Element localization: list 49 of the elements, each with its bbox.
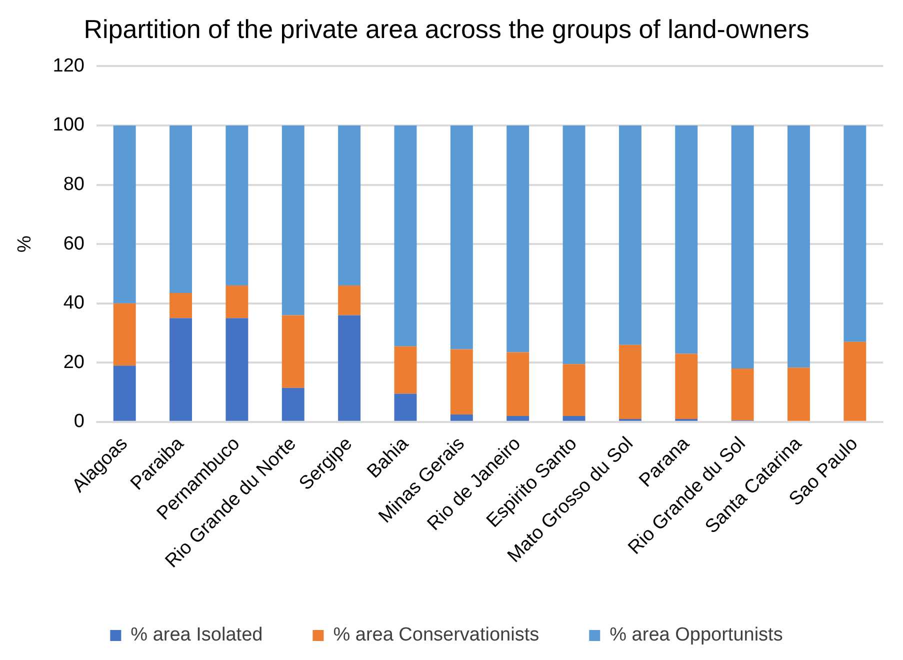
bar xyxy=(844,342,866,421)
y-tick-label: 40 xyxy=(63,292,84,314)
y-tick-label: 100 xyxy=(52,114,84,136)
bar xyxy=(226,125,248,286)
bar xyxy=(787,125,810,368)
y-tick-label: 0 xyxy=(74,411,84,432)
legend-label: % area Conservationists xyxy=(333,624,540,646)
bar xyxy=(450,349,473,414)
bar xyxy=(113,125,136,304)
y-tick-label: 120 xyxy=(52,55,84,76)
bar xyxy=(675,125,698,354)
y-tick-label: 60 xyxy=(63,233,84,254)
bar xyxy=(562,416,586,421)
bar xyxy=(170,318,192,421)
bar xyxy=(338,125,361,286)
bar xyxy=(338,315,361,421)
bar xyxy=(731,125,754,369)
bar xyxy=(394,346,417,394)
bar xyxy=(338,286,361,316)
bar xyxy=(506,125,530,352)
bar xyxy=(282,388,304,421)
bar xyxy=(562,364,586,416)
bar xyxy=(113,303,136,366)
legend-label: % area Isolated xyxy=(130,624,263,646)
bar xyxy=(282,315,304,388)
chart-title: Ripartition of the private area across the groups of land-owners xyxy=(84,14,810,44)
bar xyxy=(394,394,417,421)
bar xyxy=(170,125,192,293)
bar xyxy=(506,416,530,421)
y-tick-label: 80 xyxy=(63,174,84,196)
bar xyxy=(394,125,417,346)
bar xyxy=(787,368,810,421)
y-tick-label: 20 xyxy=(63,352,84,373)
bar xyxy=(170,292,192,318)
bar xyxy=(226,318,248,421)
legend-label: % area Opportunists xyxy=(610,624,783,646)
y-axis-title: % xyxy=(14,236,36,253)
bar xyxy=(226,286,248,318)
bar xyxy=(618,125,642,345)
bar xyxy=(844,125,866,342)
bar xyxy=(675,354,698,419)
bar xyxy=(113,366,136,421)
bar xyxy=(506,352,530,416)
bar xyxy=(731,368,754,420)
bar xyxy=(618,344,642,419)
bar xyxy=(282,125,304,316)
bar xyxy=(450,125,473,350)
bar xyxy=(562,125,586,364)
bar xyxy=(450,414,473,421)
